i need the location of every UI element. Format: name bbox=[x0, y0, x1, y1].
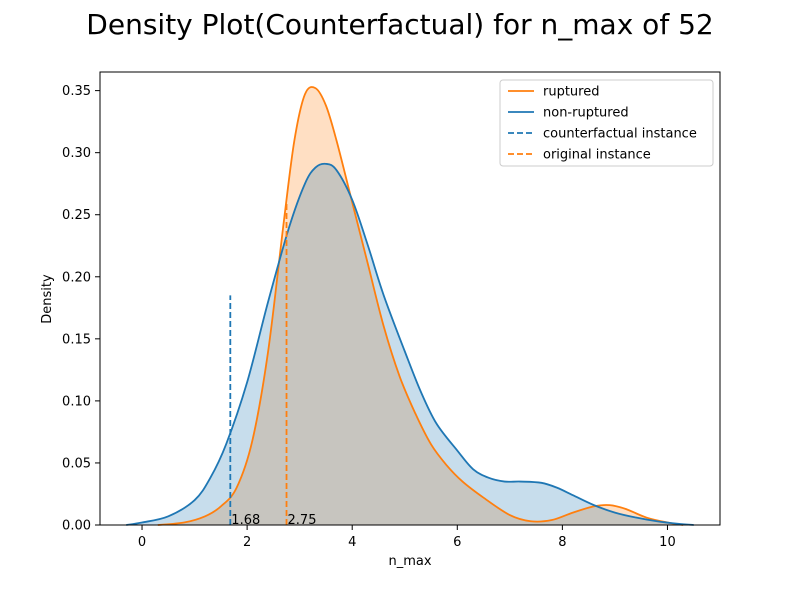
x-axis-label: n_max bbox=[388, 554, 431, 569]
x-tick-label: 0 bbox=[138, 535, 146, 550]
y-tick-label: 0.35 bbox=[62, 84, 91, 99]
density-fill-ruptured bbox=[157, 86, 684, 525]
y-tick-label: 0.20 bbox=[62, 270, 91, 285]
legend-label: counterfactual instance bbox=[543, 127, 697, 142]
y-tick-label: 0.05 bbox=[62, 456, 91, 471]
legend: ruptured non-ruptured counterfactual insta… bbox=[499, 79, 714, 167]
chart-title: Density Plot(Counterfactual) for n_max o… bbox=[86, 8, 713, 41]
x-tick-label: 2 bbox=[243, 535, 251, 550]
legend-label: original instance bbox=[543, 148, 651, 163]
y-tick-label: 0.25 bbox=[62, 208, 91, 223]
y-tick-label: 0.30 bbox=[62, 146, 91, 161]
plot-area: 1.68 2.75 0 2 4 6 8 10 0.00 0.05 0.10 0.15 0.20 0.25 0… bbox=[62, 71, 721, 550]
y-tick-label: 0.15 bbox=[62, 332, 91, 347]
y-tick-label: 0.00 bbox=[62, 519, 91, 534]
instance-label-2.75: 2.75 bbox=[288, 513, 317, 528]
x-tick-label: 6 bbox=[453, 535, 461, 550]
density-fill-non-ruptured bbox=[126, 163, 694, 526]
x-tick-label: 4 bbox=[348, 535, 356, 550]
legend-box bbox=[499, 79, 714, 167]
y-tick-label: 0.10 bbox=[62, 394, 91, 409]
legend-label: ruptured bbox=[543, 85, 599, 100]
x-tick-label: 10 bbox=[659, 535, 676, 550]
y-axis-label: Density bbox=[40, 274, 55, 324]
x-tick-label: 8 bbox=[558, 535, 566, 550]
density-line-ruptured bbox=[157, 86, 684, 526]
density-line-non-ruptured bbox=[126, 162, 694, 526]
legend-label: non-ruptured bbox=[543, 106, 629, 121]
instance-label-1.68: 1.68 bbox=[231, 513, 260, 528]
plot-frame bbox=[99, 71, 721, 526]
